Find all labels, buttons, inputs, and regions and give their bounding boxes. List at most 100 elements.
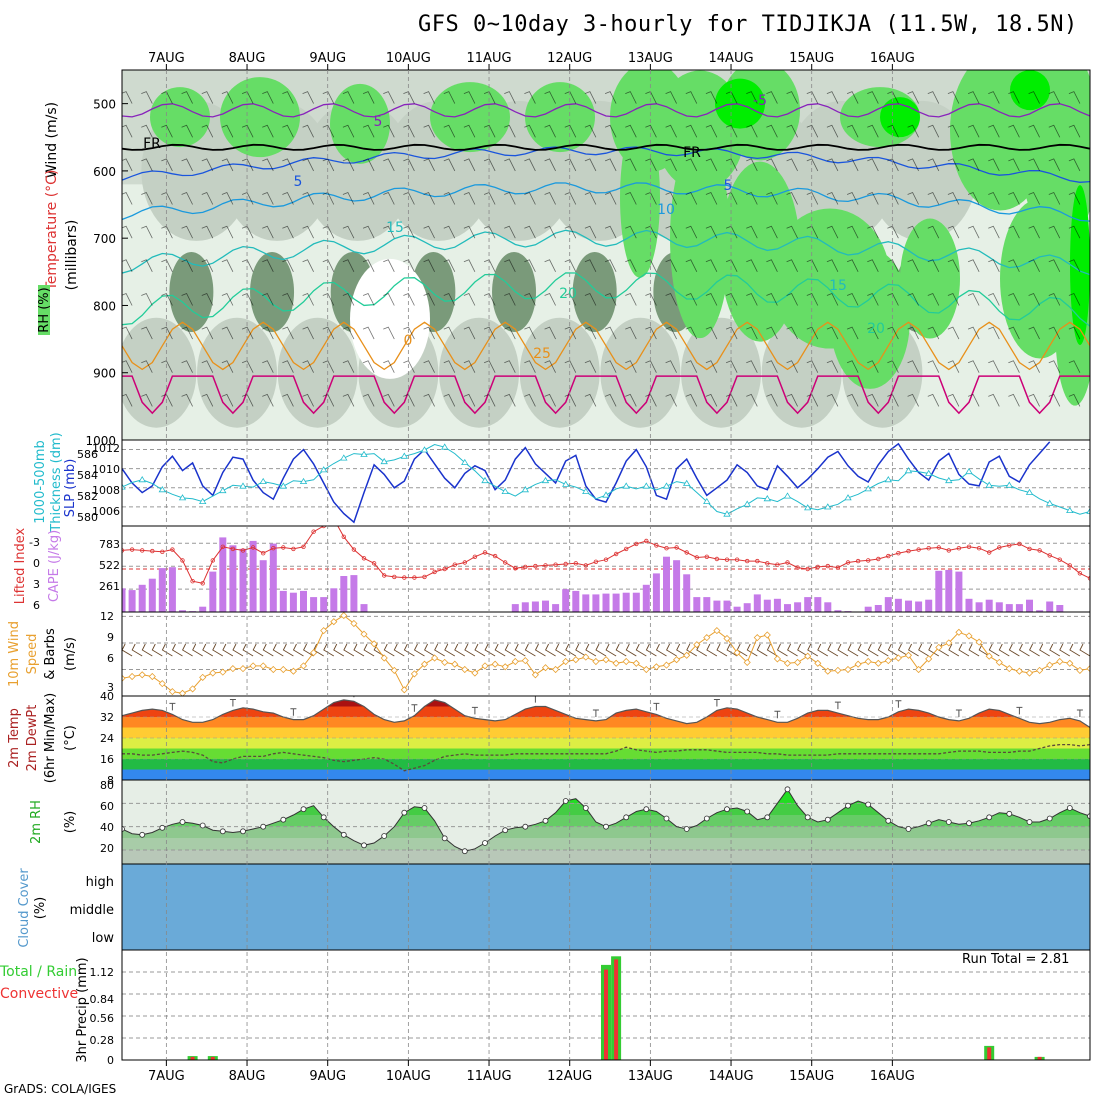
li-marker	[583, 563, 588, 568]
li-tick-label: 0	[33, 557, 40, 570]
wind-barb	[786, 191, 798, 205]
wind-barb	[625, 292, 637, 306]
li-marker	[926, 546, 931, 551]
date-label-top: 7AUG	[148, 51, 185, 66]
wind-barb	[282, 91, 294, 104]
li-marker	[603, 557, 609, 562]
rh-marker	[804, 814, 811, 821]
wind-barb	[221, 158, 234, 172]
wind-barb	[1068, 91, 1081, 104]
thickness-marker	[783, 492, 792, 499]
li-marker	[997, 545, 1002, 550]
rh-marker	[461, 848, 468, 855]
wind-barb	[282, 259, 294, 272]
wind-barb	[947, 191, 960, 205]
wind-barb	[342, 124, 355, 138]
wind-barb	[322, 124, 335, 138]
wind-barb	[766, 259, 778, 272]
li-marker	[543, 563, 548, 568]
wind-speed-marker	[189, 685, 197, 693]
wind-label: Wind (m/s)	[44, 102, 60, 178]
rh-tick-label: 80	[100, 779, 114, 792]
rh-marker	[361, 842, 367, 849]
wind-barb-10m	[787, 643, 798, 657]
wind-speed-marker	[168, 688, 176, 696]
wind-barb	[967, 124, 980, 138]
wind-barb-10m	[514, 643, 526, 657]
wind-barb-10m	[545, 643, 556, 657]
cape-bar	[673, 560, 681, 612]
wind-barb	[463, 124, 476, 138]
wind-barb	[282, 292, 294, 306]
wind-barb	[988, 191, 1000, 205]
minmax-bar	[169, 702, 176, 711]
contour-label: 5	[294, 174, 303, 190]
isotherm-line	[122, 321, 1090, 371]
wind-barb	[443, 91, 456, 104]
wind-barb	[665, 158, 677, 172]
minmax-bar	[532, 696, 539, 703]
wind-barb	[524, 158, 536, 172]
wind-speed-marker	[874, 659, 882, 667]
wind-barb	[1048, 225, 1061, 239]
wind-barb	[887, 158, 899, 172]
precip-convective-bar	[210, 1056, 215, 1060]
cloud-background	[122, 864, 1090, 950]
wind-barb	[423, 393, 435, 407]
rh-legend: RH (%)	[37, 285, 52, 335]
wind-barb	[403, 158, 415, 172]
contour-label: 0	[404, 333, 413, 349]
li-marker	[1007, 543, 1012, 548]
wind-barb	[423, 158, 435, 172]
wind-barb-10m	[676, 643, 687, 657]
wind-speed-marker	[1025, 669, 1034, 677]
wind-barb	[826, 360, 839, 373]
rh-dark-blob	[169, 252, 214, 332]
wind-barb	[1008, 360, 1020, 373]
isotherm-line	[122, 229, 1090, 276]
wind-barb	[967, 292, 980, 306]
wind-barb-10m	[575, 643, 587, 657]
rh-marker	[623, 814, 630, 821]
pressure-tick-label: 600	[93, 165, 116, 179]
wind-barb	[122, 158, 133, 172]
wind-barb	[725, 292, 738, 306]
wind-barb	[625, 360, 637, 373]
wind-barb-10m	[383, 643, 395, 657]
thickness-tick-label: 584	[77, 469, 98, 482]
rh-marker	[219, 828, 226, 835]
wind-barb	[1048, 393, 1061, 407]
wind-barb	[342, 393, 355, 407]
li-marker	[936, 545, 941, 550]
wind-barb	[221, 91, 234, 104]
thickness-marker	[1045, 499, 1054, 506]
wind-barb	[967, 393, 980, 407]
wind-speed-marker	[471, 669, 479, 677]
wind-barb	[766, 225, 778, 239]
wind-speed-marker	[219, 668, 227, 676]
cape-bar	[642, 584, 650, 612]
panels: 5 -5 FR FR 5 5 10 15 15 20 20 25 0	[122, 70, 1090, 1060]
rh-marker	[381, 833, 388, 839]
wind-barb	[383, 259, 395, 272]
wind-barb	[967, 191, 980, 205]
li-cape	[122, 526, 1090, 612]
temp-tick-label: 16	[100, 753, 114, 766]
rh-2m	[122, 780, 1090, 864]
rh-marker	[401, 809, 408, 816]
wind-barb	[725, 124, 738, 138]
li-marker	[351, 547, 357, 552]
wind-barb	[645, 124, 657, 138]
wind-barb	[403, 292, 415, 306]
wind-speed-marker	[844, 665, 852, 674]
wind-barb	[967, 259, 980, 272]
wind-barb	[705, 292, 718, 306]
cape-bar	[864, 606, 872, 612]
wind-barb	[947, 158, 960, 172]
rh-marker	[784, 786, 791, 793]
wind-speed-marker	[481, 662, 489, 670]
cloud-label-b: (%)	[33, 897, 48, 920]
wind-speed-line	[122, 614, 1090, 694]
rh-marker	[502, 827, 509, 834]
wind-speed-marker	[894, 654, 902, 662]
